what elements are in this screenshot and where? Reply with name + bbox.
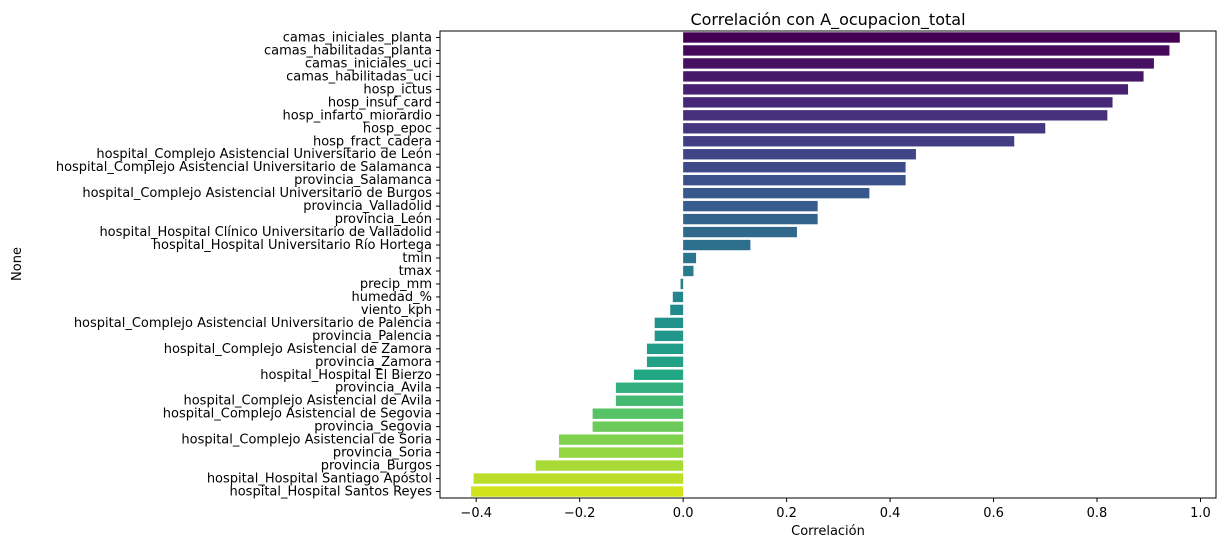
bar (683, 110, 1108, 121)
bar (683, 123, 1046, 134)
y-tick-label: camas_habilitadas_planta (264, 43, 432, 58)
bar (615, 395, 684, 406)
y-tick-label: hospital_Hospital Santos Reyes (229, 485, 432, 500)
y-axis-label: None (10, 247, 25, 281)
x-tick-label: 0.0 (673, 506, 694, 521)
bar (592, 421, 684, 432)
y-tick-label: hosp_epoc (363, 121, 432, 136)
y-tick-label: hospital_Complejo Asistencial Universita… (56, 160, 432, 175)
x-tick-label: 0.6 (983, 506, 1004, 521)
bar (471, 486, 684, 497)
bar (683, 187, 870, 199)
bar (680, 278, 684, 290)
y-tick-label: provincia_Valladolid (303, 199, 432, 214)
y-tick-label: provincia_Soria (333, 446, 432, 461)
y-tick-label: hospital_Hospital Universitario Río Hort… (153, 238, 432, 253)
bar (683, 97, 1113, 108)
y-tick-label: hospital_Hospital Santiago Apóstol (207, 472, 432, 487)
bar (615, 382, 684, 393)
x-tick-label: −0.4 (460, 506, 492, 521)
bars-group (471, 32, 1180, 497)
bar (683, 149, 916, 160)
y-tick-label: hospital_Hospital El Bierzo (260, 368, 432, 383)
bar (683, 200, 818, 212)
y-tick-label: precip_mm (360, 277, 432, 292)
y-tick-label: provincia_Zamora (315, 355, 432, 370)
bar (683, 213, 818, 225)
bar (654, 317, 684, 329)
y-tick-label: hospital_Complejo Asistencial de Zamora (164, 342, 432, 357)
y-tick-label: hospital_Complejo Asistencial Universita… (82, 186, 432, 201)
x-axis-ticks: −0.4 −0.2 0.0 0.2 0.4 0.6 0.8 1.0 (460, 498, 1211, 521)
x-tick-label: 0.4 (880, 506, 901, 521)
bar (683, 174, 906, 186)
bar (654, 330, 684, 342)
y-tick-label: hospital_Hospital Clínico Universitario … (99, 225, 432, 240)
y-tick-label: camas_iniciales_uci (305, 56, 432, 71)
y-tick-label: provincia_Burgos (321, 459, 433, 474)
bar (683, 71, 1144, 82)
x-tick-label: 1.0 (1190, 506, 1211, 521)
y-tick-label: hosp_ictus (363, 82, 432, 97)
y-tick-label: provincia_Salamanca (294, 173, 432, 188)
x-tick-label: −0.2 (564, 506, 596, 521)
bar (683, 265, 694, 277)
y-tick-label: hosp_infarto_miorardio (283, 108, 433, 123)
bar (558, 447, 684, 458)
y-tick-label: hospital_Complejo Asistencial de Avila (183, 394, 432, 409)
bar (535, 460, 684, 471)
bar (670, 304, 684, 316)
bar (683, 45, 1170, 56)
bar (683, 239, 751, 251)
y-tick-label: tmax (399, 264, 433, 279)
y-tick-label: camas_habilitadas_uci (286, 69, 432, 84)
y-tick-label: hosp_fract_cadera (313, 134, 432, 149)
bar (558, 434, 684, 445)
bar (634, 369, 684, 380)
bar (672, 291, 684, 303)
y-tick-label: humedad_% (352, 290, 432, 305)
bar (683, 84, 1129, 95)
bar (683, 252, 697, 264)
y-tick-label: provincia_Palencia (312, 329, 432, 344)
plot-frame (439, 30, 1217, 499)
bar (683, 162, 906, 173)
x-axis-label: Correlación (791, 524, 865, 539)
y-tick-label: hospital_Complejo Asistencial de Soria (181, 433, 432, 448)
bar (646, 356, 684, 367)
bar (646, 343, 684, 355)
x-tick-label: 0.2 (776, 506, 797, 521)
x-tick-label: 0.8 (1087, 506, 1108, 521)
y-tick-label: hosp_insuf_card (328, 95, 432, 110)
y-tick-label: provincia_Segovia (314, 420, 432, 435)
y-tick-label: tmin (402, 251, 432, 266)
y-tick-label: hospital_Complejo Asistencial Universita… (96, 147, 432, 162)
bar (683, 32, 1180, 43)
y-tick-label: hospital_Complejo Asistencial de Segovia (163, 407, 432, 422)
bar (592, 408, 684, 419)
y-tick-labels: camas_iniciales_plantacamas_habilitadas_… (56, 30, 440, 500)
bar (683, 136, 1015, 147)
y-tick-label: provincia_León (335, 212, 432, 227)
bar (683, 226, 797, 238)
bar (683, 58, 1154, 69)
y-tick-label: viento_kph (361, 303, 432, 318)
y-tick-label: camas_iniciales_planta (283, 30, 432, 45)
chart-title: Correlación con A_ocupacion_total (690, 10, 965, 30)
bar (473, 473, 684, 484)
y-tick-label: hospital_Complejo Asistencial Universita… (74, 316, 432, 331)
y-tick-label: provincia_Avila (335, 381, 432, 396)
